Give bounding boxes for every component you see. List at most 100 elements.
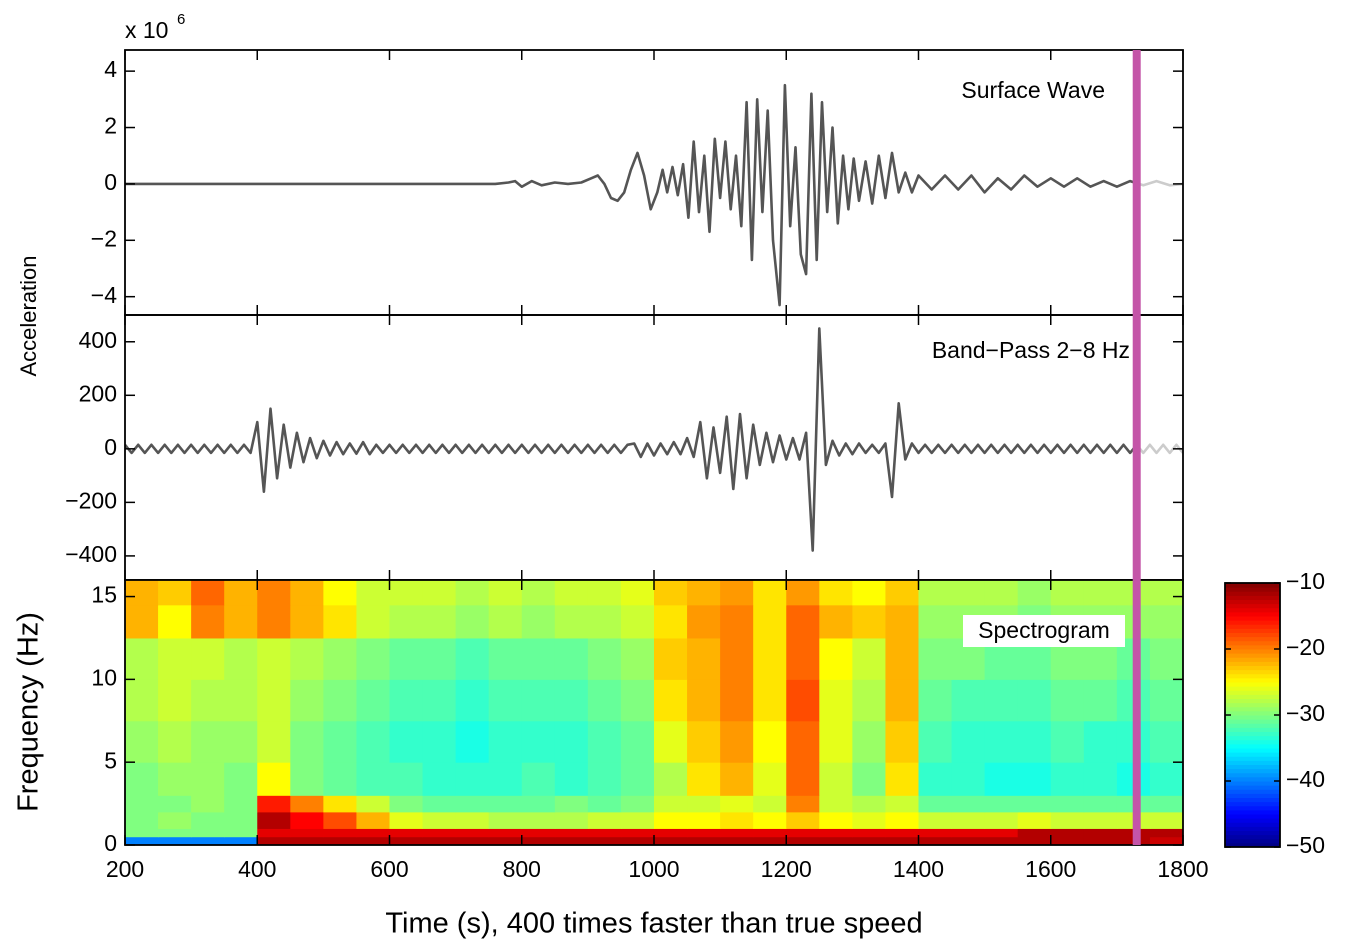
spectrogram-cell [356,828,390,838]
spectrogram-cell [587,604,622,639]
spectrogram-cell [389,828,424,838]
colorbar-tick-label: −50 [1286,832,1325,858]
spectrogram-cell [323,762,357,796]
spectrogram-cell [191,637,225,680]
spectrogram-cell [1083,811,1118,829]
x-axis-label: Time (s), 400 times faster than true spe… [385,908,922,940]
spectrogram-cell [951,679,986,722]
spectrogram-cell [654,637,688,680]
spectrogram-cell [984,762,1019,796]
spectrogram-cell [257,828,291,838]
spectrogram-cell [687,604,721,639]
x-tick-label: 800 [503,856,541,882]
spectrogram-cell [620,720,655,763]
colorbar-cell [1225,640,1280,646]
spectrogram-cell [356,604,390,639]
spectrogram-cell [422,720,457,763]
colorbar-cell [1225,760,1280,765]
spectrogram-cell [290,811,324,829]
spectrogram-cell [852,836,886,845]
spectrogram-cell [819,679,853,722]
spectrogram-cell [389,836,424,845]
spectrogram-cell [620,795,655,813]
spectrogram-cell [323,836,357,845]
spectrogram-cell [257,836,291,845]
spectrogram-cell [1083,795,1118,813]
spectrogram-cell [984,836,1019,845]
spectrogram-cell [257,795,291,813]
x-tick-label: 1000 [628,856,679,882]
spectrogram-cell [1050,795,1085,813]
y-axis-label: Acceleration [16,255,41,376]
spectrogram-cell [455,637,490,680]
spectrogram-cell [1149,637,1183,680]
spectrogram-cell [753,836,787,845]
spectrogram-cell [125,836,159,845]
spectrogram-cell [1017,828,1052,838]
x-tick-label: 1400 [893,856,944,882]
spectrogram-cell [455,795,490,813]
spectrogram-cell [620,762,655,796]
spectrogram-cell [389,811,424,829]
spectrogram-cell [323,637,357,680]
panel-label: Surface Wave [961,77,1105,103]
spectrogram-cell [687,762,721,796]
spectrogram-cell [885,580,919,606]
spectrogram-cell [654,762,688,796]
spectrogram-cell [654,836,688,845]
spectrogram-cell [158,762,192,796]
spectrogram-cell [720,795,754,813]
spectrogram-cell [290,604,324,639]
spectrogram-cell [1017,795,1052,813]
colorbar-cell [1225,595,1280,600]
colorbar-cell [1225,702,1280,708]
spectrogram-cell [422,828,457,838]
spectrogram-cell [554,637,589,680]
panel-label: Band−Pass 2−8 Hz [932,337,1130,363]
spectrogram-cell [984,720,1019,763]
colorbar-cell [1225,842,1280,848]
colorbar-cell [1225,710,1280,716]
spectrogram-cell [951,795,986,813]
spectrogram-cell [1017,836,1052,845]
x-tick-label: 600 [370,856,408,882]
spectrogram-cell [488,720,523,763]
spectrogram-cell [819,604,853,639]
spectrogram-cell [984,580,1019,606]
spectrogram-cell [554,836,589,845]
colorbar-cell [1225,632,1280,638]
spectrogram-cell [918,795,953,813]
colorbar-cell [1225,715,1280,720]
spectrogram-cell [1083,836,1118,845]
spectrogram-cell [753,762,787,796]
colorbar-cell [1225,657,1280,662]
spectrogram-cell [356,811,390,829]
spectrogram-cell [951,828,986,838]
spectrogram-cell [1050,580,1085,606]
spectrogram-cell [125,762,159,796]
spectrogram-cell [125,679,159,722]
spectrogram-cell [720,604,754,639]
spectrogram-cell [885,604,919,639]
spectrogram-cell [257,604,291,639]
y-tick-label: 15 [91,582,117,608]
spectrogram-cell [191,580,225,606]
spectrogram-cell [488,679,523,722]
spectrogram-cell [687,795,721,813]
colorbar-cell [1225,583,1280,588]
spectrogram-cell [1050,811,1085,829]
y-tick-label: −200 [65,487,117,513]
spectrogram-cell [389,795,424,813]
spectrogram-cell [158,604,192,639]
spectrogram-cell [257,720,291,763]
spectrogram-cell [455,580,490,606]
spectrogram-cell [984,795,1019,813]
spectrogram-cell [356,762,390,796]
colorbar-cell [1225,809,1280,815]
y-tick-label: 200 [79,380,117,406]
spectrogram-cell [1050,836,1085,845]
spectrogram-cell [654,811,688,829]
spectrogram-cell [125,828,159,838]
spectrogram-cell [885,762,919,796]
spectrogram-cell [191,679,225,722]
